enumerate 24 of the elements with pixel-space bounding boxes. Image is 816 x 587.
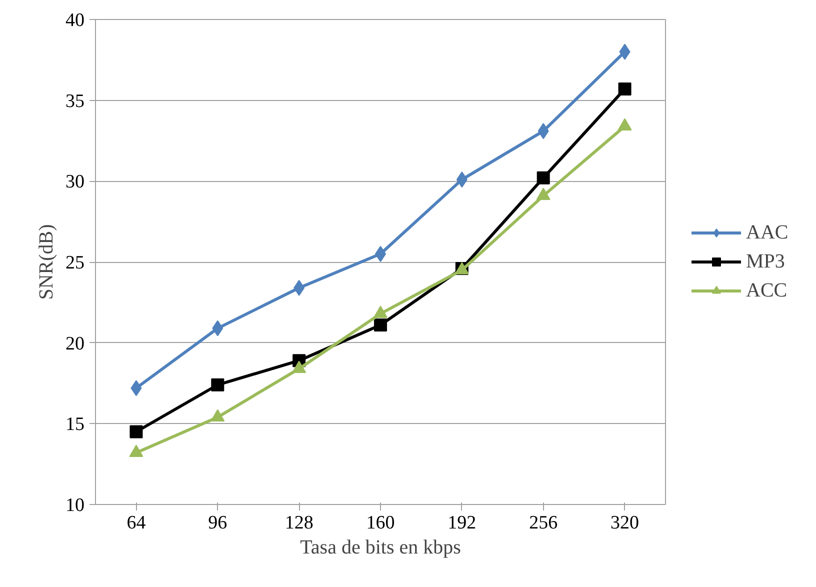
y-tick-label: 35 — [66, 90, 84, 112]
x-tick-label: 192 — [448, 512, 476, 534]
legend-label: AAC — [746, 221, 788, 244]
point — [618, 82, 632, 96]
x-tick-label: 96 — [208, 512, 228, 534]
y-tick-label: 15 — [66, 414, 84, 436]
legend-label: ACC — [746, 279, 788, 302]
x-tick-label: 128 — [284, 512, 314, 534]
y-tick-label: 20 — [66, 333, 84, 354]
x-tick-label: 160 — [366, 512, 395, 534]
x-tick-label: 64 — [126, 512, 146, 534]
point — [536, 171, 550, 184]
x-tick-label: 256 — [529, 512, 558, 534]
x-tick-label: 320 — [610, 512, 640, 534]
y-tick-label: 25 — [66, 252, 84, 274]
x-axis-title: Tasa de bits en kbps — [300, 536, 462, 558]
legend-label: MP3 — [746, 250, 785, 273]
point — [211, 378, 224, 392]
y-tick-label: 40 — [66, 10, 84, 31]
y-tick-label: 10 — [66, 495, 84, 516]
y-axis-title: SNR(dB) — [36, 224, 58, 300]
y-tick-label: 30 — [66, 172, 84, 193]
point — [130, 425, 143, 438]
point — [374, 318, 387, 332]
